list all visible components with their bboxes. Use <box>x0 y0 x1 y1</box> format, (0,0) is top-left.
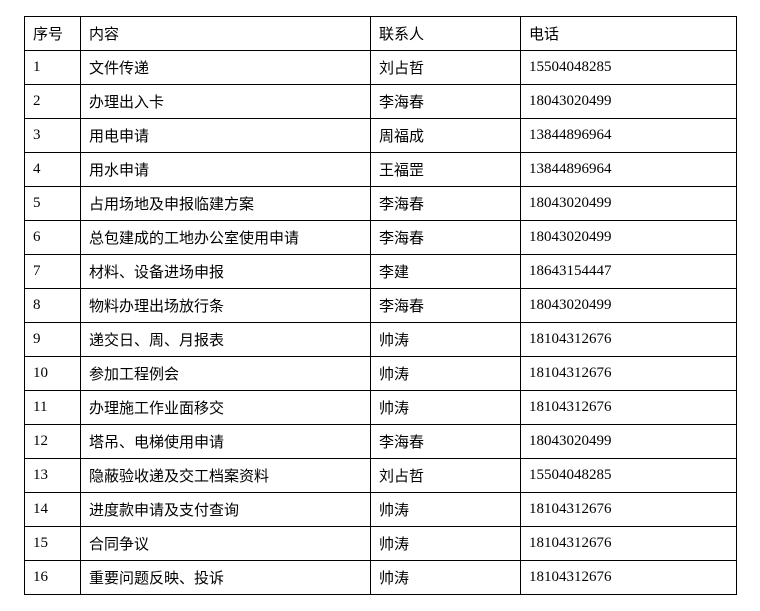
cell-index: 9 <box>25 323 81 357</box>
cell-content: 重要问题反映、投诉 <box>81 561 371 595</box>
cell-index: 13 <box>25 459 81 493</box>
cell-content: 总包建成的工地办公室使用申请 <box>81 221 371 255</box>
cell-contact: 李海春 <box>371 289 521 323</box>
table-row: 5占用场地及申报临建方案李海春18043020499 <box>25 187 737 221</box>
cell-index: 5 <box>25 187 81 221</box>
cell-contact: 刘占哲 <box>371 459 521 493</box>
cell-phone: 18104312676 <box>521 527 737 561</box>
table-row: 7材料、设备进场申报李建18643154447 <box>25 255 737 289</box>
cell-phone: 18043020499 <box>521 85 737 119</box>
cell-content: 办理出入卡 <box>81 85 371 119</box>
cell-contact: 刘占哲 <box>371 51 521 85</box>
cell-phone: 18643154447 <box>521 255 737 289</box>
cell-index: 10 <box>25 357 81 391</box>
cell-phone: 15504048285 <box>521 51 737 85</box>
cell-index: 14 <box>25 493 81 527</box>
cell-contact: 帅涛 <box>371 391 521 425</box>
table-row: 13隐蔽验收递及交工档案资料刘占哲15504048285 <box>25 459 737 493</box>
cell-phone: 18043020499 <box>521 425 737 459</box>
cell-index: 8 <box>25 289 81 323</box>
table-row: 6总包建成的工地办公室使用申请李海春18043020499 <box>25 221 737 255</box>
cell-phone: 13844896964 <box>521 153 737 187</box>
cell-content: 材料、设备进场申报 <box>81 255 371 289</box>
cell-index: 15 <box>25 527 81 561</box>
cell-contact: 帅涛 <box>371 323 521 357</box>
cell-phone: 18043020499 <box>521 221 737 255</box>
cell-content: 进度款申请及支付查询 <box>81 493 371 527</box>
cell-content: 文件传递 <box>81 51 371 85</box>
cell-phone: 18043020499 <box>521 289 737 323</box>
table-body: 1文件传递刘占哲155040482852办理出入卡李海春180430204993… <box>25 51 737 595</box>
table-row: 15合同争议帅涛18104312676 <box>25 527 737 561</box>
cell-contact: 李海春 <box>371 187 521 221</box>
cell-content: 塔吊、电梯使用申请 <box>81 425 371 459</box>
cell-content: 隐蔽验收递及交工档案资料 <box>81 459 371 493</box>
cell-index: 11 <box>25 391 81 425</box>
table-row: 4用水申请王福罡13844896964 <box>25 153 737 187</box>
cell-contact: 帅涛 <box>371 493 521 527</box>
cell-content: 用电申请 <box>81 119 371 153</box>
cell-contact: 帅涛 <box>371 357 521 391</box>
table-row: 1文件传递刘占哲15504048285 <box>25 51 737 85</box>
cell-contact: 李建 <box>371 255 521 289</box>
table-row: 8物料办理出场放行条李海春18043020499 <box>25 289 737 323</box>
table-row: 16重要问题反映、投诉帅涛18104312676 <box>25 561 737 595</box>
cell-content: 用水申请 <box>81 153 371 187</box>
table-row: 11办理施工作业面移交帅涛18104312676 <box>25 391 737 425</box>
cell-index: 6 <box>25 221 81 255</box>
cell-content: 参加工程例会 <box>81 357 371 391</box>
cell-contact: 周福成 <box>371 119 521 153</box>
cell-index: 2 <box>25 85 81 119</box>
cell-phone: 18104312676 <box>521 357 737 391</box>
cell-phone: 18043020499 <box>521 187 737 221</box>
cell-contact: 李海春 <box>371 221 521 255</box>
cell-phone: 18104312676 <box>521 323 737 357</box>
cell-content: 合同争议 <box>81 527 371 561</box>
table-header-row: 序号 内容 联系人 电话 <box>25 17 737 51</box>
col-header-contact: 联系人 <box>371 17 521 51</box>
cell-index: 1 <box>25 51 81 85</box>
cell-contact: 王福罡 <box>371 153 521 187</box>
cell-content: 递交日、周、月报表 <box>81 323 371 357</box>
cell-contact: 帅涛 <box>371 527 521 561</box>
cell-index: 16 <box>25 561 81 595</box>
cell-index: 12 <box>25 425 81 459</box>
col-header-content: 内容 <box>81 17 371 51</box>
table-row: 3用电申请周福成13844896964 <box>25 119 737 153</box>
cell-index: 7 <box>25 255 81 289</box>
cell-phone: 18104312676 <box>521 561 737 595</box>
col-header-index: 序号 <box>25 17 81 51</box>
cell-content: 办理施工作业面移交 <box>81 391 371 425</box>
table-row: 10参加工程例会帅涛18104312676 <box>25 357 737 391</box>
col-header-phone: 电话 <box>521 17 737 51</box>
cell-phone: 18104312676 <box>521 493 737 527</box>
cell-phone: 13844896964 <box>521 119 737 153</box>
cell-index: 4 <box>25 153 81 187</box>
contact-table: 序号 内容 联系人 电话 1文件传递刘占哲155040482852办理出入卡李海… <box>24 16 737 595</box>
table-row: 9递交日、周、月报表帅涛18104312676 <box>25 323 737 357</box>
cell-index: 3 <box>25 119 81 153</box>
table-row: 12塔吊、电梯使用申请李海春18043020499 <box>25 425 737 459</box>
table-row: 2办理出入卡李海春18043020499 <box>25 85 737 119</box>
cell-phone: 18104312676 <box>521 391 737 425</box>
cell-content: 占用场地及申报临建方案 <box>81 187 371 221</box>
cell-content: 物料办理出场放行条 <box>81 289 371 323</box>
cell-contact: 李海春 <box>371 85 521 119</box>
table-row: 14进度款申请及支付查询帅涛18104312676 <box>25 493 737 527</box>
cell-phone: 15504048285 <box>521 459 737 493</box>
cell-contact: 帅涛 <box>371 561 521 595</box>
cell-contact: 李海春 <box>371 425 521 459</box>
